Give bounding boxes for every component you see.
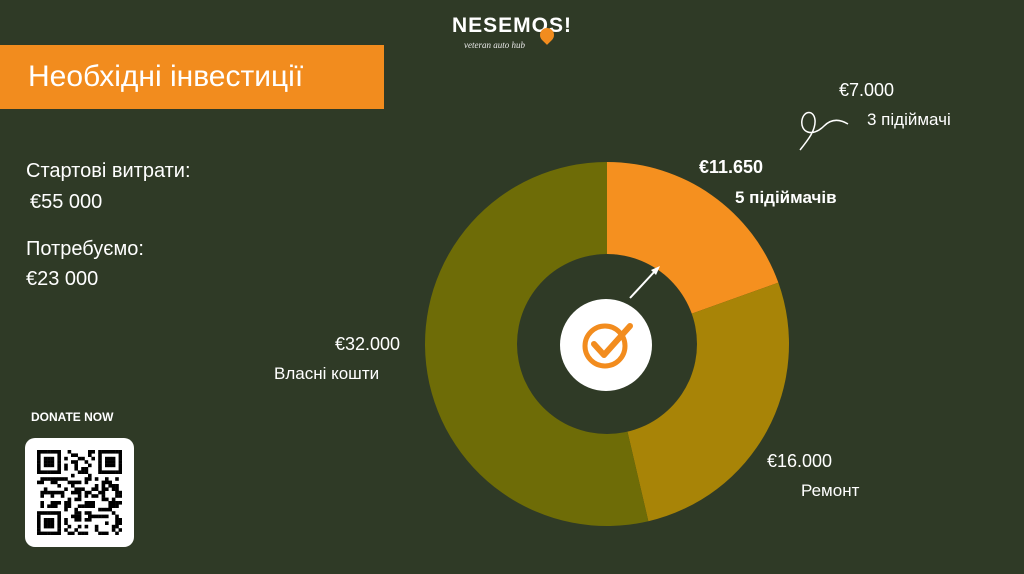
donate-label: DONATE NOW (31, 410, 114, 424)
slice-2-value-label: €32.000 (335, 334, 401, 354)
title-banner: Необхідні інвестиції (0, 45, 384, 109)
checkmark-circle-icon (582, 323, 633, 369)
arrow-line (629, 270, 656, 299)
donate-qr-card[interactable] (25, 438, 134, 547)
annotation-value: €7.000 (839, 80, 895, 100)
logo-tagline: veteran auto hub (464, 40, 525, 50)
annotation-scribble (799, 111, 849, 151)
slice-0-value-label: €11.650 (699, 157, 764, 177)
slice-2-name-label: Власні кошти (274, 364, 380, 383)
qr-code-icon[interactable] (37, 450, 122, 535)
center-badge (560, 299, 652, 391)
startup-cost-value: €55 000 (30, 191, 103, 213)
startup-cost-label: Стартові витрати: (26, 160, 191, 182)
arrow-head-icon (651, 266, 660, 275)
needed-value: €23 000 (26, 268, 99, 290)
slice-1-value-label: €16.000 (767, 451, 833, 471)
slice-0-name-label: 5 підіймачів (735, 188, 837, 207)
needed-label: Потребуємо: (26, 238, 144, 260)
annotation-text: 3 підіймачі (867, 110, 951, 129)
slice-1-name-label: Ремонт (801, 481, 860, 500)
page-title: Необхідні інвестиції (28, 60, 304, 93)
